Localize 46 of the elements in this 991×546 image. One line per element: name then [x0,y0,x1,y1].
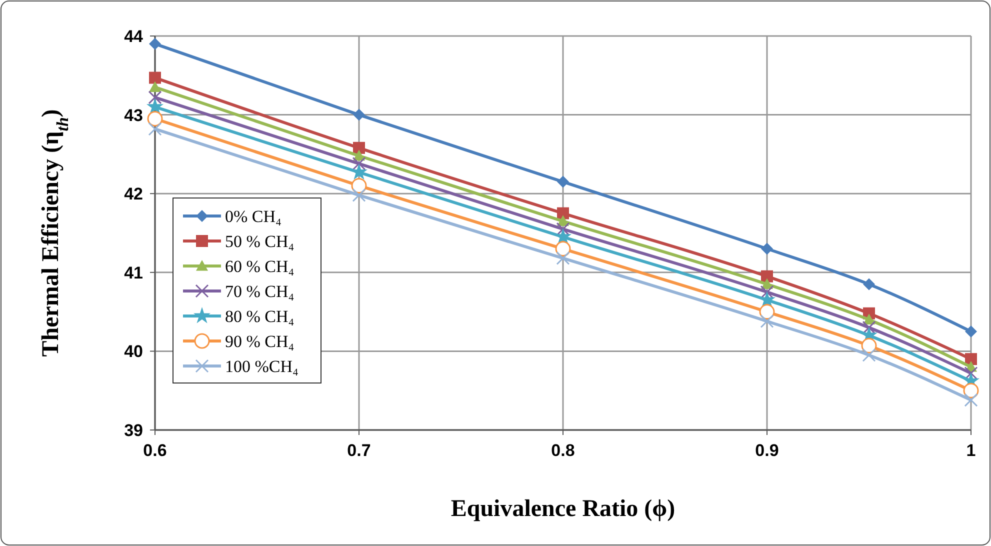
legend-label: 60 % CH₄ [225,257,294,276]
x-axis-title: Equivalence Ratio (ϕ) [450,496,676,522]
y-tick-label: 41 [124,263,143,282]
x-tick-label: 0.6 [143,441,167,460]
point [760,285,774,299]
legend-label: 90 % CH₄ [225,332,294,351]
point [557,176,569,188]
y-tick-label: 39 [124,421,143,440]
point [863,278,875,290]
legend-label: 0% CH₄ [225,207,282,226]
x-tick-label: 0.7 [347,441,371,460]
point [352,188,366,202]
y-tick-label: 42 [124,184,143,204]
x-tick-label: 0.9 [755,441,779,460]
point [965,326,977,338]
legend-label: 100 %CH₄ [225,357,299,376]
point [964,393,978,407]
y-tick-label: 44 [124,27,144,46]
point [964,366,978,380]
point [861,338,877,354]
point [862,320,876,334]
point [555,241,571,257]
point [146,98,164,114]
point [149,81,161,92]
point [556,222,570,236]
point [862,348,876,362]
y-tick-label: 40 [124,342,143,362]
point [148,90,162,104]
point [149,38,161,50]
point [759,304,775,320]
legend-label: 70 % CH₄ [225,282,294,301]
point [147,110,163,126]
x-tick-label: 0.8 [551,441,575,460]
point [149,72,161,84]
point [761,242,773,255]
point [352,156,366,170]
legend-label: 80 % CH₄ [225,307,294,326]
y-tick-label: 43 [124,106,143,125]
legend-label: 50 % CH₄ [225,232,294,251]
point [556,251,570,265]
point [148,122,162,136]
point [353,142,365,154]
point [353,108,365,121]
point [351,178,367,194]
point [760,314,774,328]
x-tick-label: 1 [966,441,976,460]
